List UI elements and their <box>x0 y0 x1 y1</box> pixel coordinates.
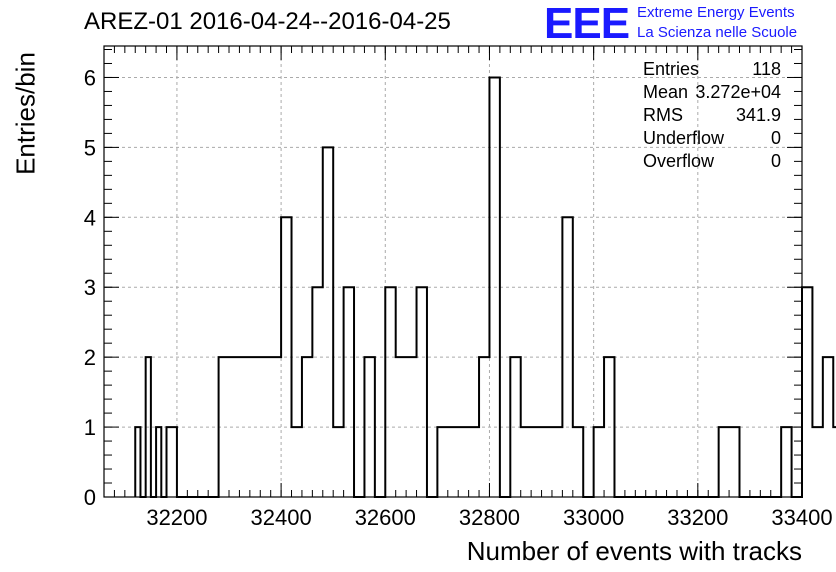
histogram-bin <box>463 427 468 497</box>
x-tick-label: 32600 <box>355 505 416 530</box>
histogram-outline <box>134 76 836 498</box>
x-axis-label: Number of events with tracks <box>466 536 802 566</box>
histogram-bin <box>531 427 536 497</box>
histogram-bin <box>448 427 453 497</box>
histogram-bin <box>547 427 552 497</box>
histogram-bin <box>818 427 823 497</box>
stat-underflow: Underflow 0 <box>643 128 781 148</box>
y-tick-label: 5 <box>84 135 96 160</box>
histogram-bin <box>542 427 547 497</box>
stat-overflow: Overflow 0 <box>643 151 781 171</box>
x-tick-label: 33400 <box>771 505 832 530</box>
stat-entries: Entries 118 <box>643 59 781 79</box>
histogram-bin <box>458 427 463 497</box>
stat-rms: RMS 341.9 <box>643 105 781 125</box>
eee-logo: EEE <box>544 0 630 48</box>
histogram-bin <box>338 427 343 497</box>
logo-line-2: La Scienza nelle Scuole <box>637 24 798 41</box>
x-tick-label: 33000 <box>563 505 624 530</box>
x-tick-label: 32400 <box>251 505 312 530</box>
histogram-bin <box>474 427 479 497</box>
y-tick-label: 6 <box>84 65 96 90</box>
plot-title: AREZ-01 2016-04-24--2016-04-25 <box>84 8 451 35</box>
y-tick-label: 3 <box>84 275 96 300</box>
histogram-bin <box>599 427 604 497</box>
y-tick-label: 0 <box>84 485 96 510</box>
histogram-bin <box>469 427 474 497</box>
stats-box: Entries 118 Mean 3.272e+04 RMS 341.9 Underf… <box>643 58 781 173</box>
x-tick-label: 33200 <box>667 505 728 530</box>
histogram-bin <box>292 427 297 497</box>
stat-mean: Mean 3.272e+04 <box>643 82 781 102</box>
x-tick-label: 32200 <box>146 505 207 530</box>
histogram-bin <box>297 427 302 497</box>
y-axis-label: Entries/bin <box>10 52 41 175</box>
histogram-bin <box>453 427 458 497</box>
histogram-bin <box>724 427 729 497</box>
histogram-bin <box>521 427 526 497</box>
logo-caption: Extreme Energy Events La Scienza nelle S… <box>637 3 797 43</box>
histogram-bin <box>729 427 734 497</box>
histogram-bin <box>443 427 448 497</box>
histogram-bin <box>573 427 578 497</box>
plot-frame <box>103 45 803 498</box>
histogram-bin <box>318 287 323 497</box>
y-tick-label: 2 <box>84 345 96 370</box>
histogram-bin <box>557 427 562 497</box>
y-tick-label: 1 <box>84 415 96 440</box>
histogram-bin <box>536 427 541 497</box>
histogram-bin <box>552 427 557 497</box>
histogram-bin <box>526 427 531 497</box>
y-tick-label: 4 <box>84 205 96 230</box>
histogram-bin <box>333 427 338 497</box>
histogram-bin <box>812 427 817 497</box>
axis-ticks <box>104 46 803 498</box>
logo-line-1: Extreme Energy Events <box>637 4 795 21</box>
tick-labels: 0 1 2 3 4 5 6 32200 32400 32600 32800 33000 33200 334… <box>84 65 833 530</box>
x-tick-label: 32800 <box>459 505 520 530</box>
